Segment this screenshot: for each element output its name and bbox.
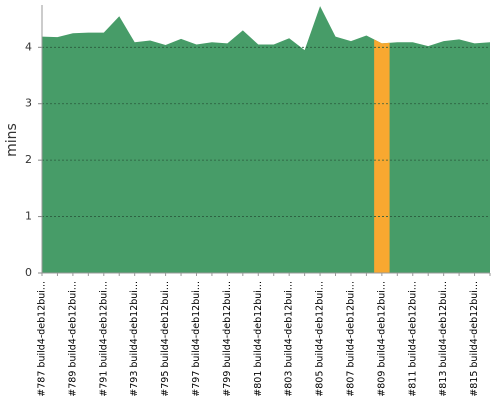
y-tick-label: 4 (25, 40, 32, 53)
x-tick-label: #793 build4-deb12bui... (129, 281, 140, 397)
x-tick-label: #795 build4-deb12bui... (160, 281, 171, 397)
area (42, 6, 490, 274)
x-tick-label: #787 build4-deb12bui... (37, 281, 48, 397)
x-tick-label: #803 build4-deb12bui... (284, 281, 295, 397)
y-tick-label: 0 (25, 266, 32, 279)
highlight-segment (374, 39, 390, 274)
x-tick-label: #797 build4-deb12bui... (191, 281, 202, 397)
x-tick-label: #801 build4-deb12bui... (253, 281, 264, 397)
x-tick-label: #805 build4-deb12bui... (315, 281, 326, 397)
x-tick-label: #815 build4-deb12bui... (469, 281, 480, 397)
y-axis-label: mins (4, 123, 20, 157)
x-tick-label: #809 build4-deb12bui... (376, 281, 387, 397)
x-tick-label: #799 build4-deb12bui... (222, 281, 233, 397)
y-tick-label: 2 (25, 153, 32, 166)
x-tick-label: #811 build4-deb12bui... (407, 281, 418, 397)
x-tick-label: #813 build4-deb12bui... (438, 281, 449, 397)
x-tick-label: #789 build4-deb12bui... (67, 281, 78, 397)
x-tick-label: #807 build4-deb12bui... (345, 281, 356, 397)
y-tick-label: 1 (25, 210, 32, 223)
y-tick-label: 3 (25, 97, 32, 110)
x-tick-label: #791 build4-deb12bui... (98, 281, 109, 397)
